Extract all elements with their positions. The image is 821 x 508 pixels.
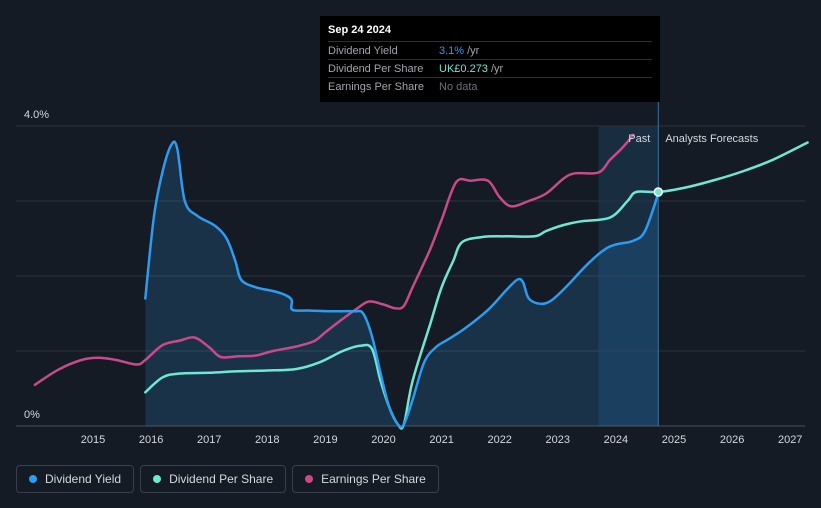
legend-label: Earnings Per Share — [321, 472, 426, 486]
dividend-yield-line[interactable] — [144, 140, 660, 429]
legend-dot-icon — [29, 475, 37, 483]
legend-label: Dividend Per Share — [169, 472, 274, 486]
tooltip: Sep 24 2024 Dividend Yield 3.1% /yr Divi… — [320, 16, 660, 102]
legend: Dividend Yield Dividend Per Share Earnin… — [16, 465, 439, 493]
grid-lines — [16, 125, 805, 427]
tooltip-date: Sep 24 2024 — [328, 24, 391, 36]
x-tick-label: 2027 — [778, 434, 802, 446]
tooltip-value: 3.1% — [439, 44, 465, 57]
tooltip-value: UK£0.273 — [439, 62, 488, 75]
today-marker-dot[interactable] — [653, 187, 664, 197]
x-tick-label: 2022 — [487, 434, 511, 446]
tooltip-label: Dividend Per Share — [328, 62, 424, 75]
x-tick-label: 2026 — [720, 434, 744, 446]
x-axis-ticks: 2015 2016 2017 2018 2019 2020 2021 2022 2023 2024… — [81, 434, 803, 446]
x-tick-label: 2017 — [197, 434, 221, 446]
tooltip-label: Dividend Yield — [328, 44, 398, 57]
legend-item-dividend-per-share[interactable]: Dividend Per Share — [140, 465, 287, 493]
x-tick-label: 2021 — [429, 434, 453, 446]
dividend-per-share-line[interactable] — [144, 141, 809, 430]
legend-label: Dividend Yield — [45, 472, 122, 486]
x-tick-label: 2015 — [81, 434, 105, 446]
earnings-per-share-line[interactable] — [33, 133, 635, 387]
tooltip-label: Earnings Per Share — [328, 80, 424, 93]
tooltip-unit: /yr — [490, 62, 504, 75]
chart-canvas: 4.0% 0% Past Analysts Forecasts 2015 2016… — [16, 102, 809, 446]
x-tick-label: 2024 — [604, 434, 628, 446]
tooltip-unit: /yr — [467, 44, 480, 57]
legend-item-dividend-yield[interactable]: Dividend Yield — [16, 465, 135, 493]
x-tick-label: 2020 — [371, 434, 395, 446]
x-tick-label: 2018 — [255, 434, 279, 446]
tooltip-row-earnings-per-share: Earnings Per Share No data — [328, 77, 652, 95]
tooltip-row-dividend-per-share: Dividend Per Share UK£0.273 /yr — [328, 59, 652, 77]
past-label: Past — [628, 133, 650, 145]
y-tick-label-bottom: 0% — [24, 409, 40, 421]
dividend-yield-area — [145, 141, 659, 428]
legend-item-earnings-per-share[interactable]: Earnings Per Share — [292, 465, 439, 493]
tooltip-row-dividend-yield: Dividend Yield 3.1% /yr — [328, 41, 652, 59]
x-tick-label: 2019 — [313, 434, 337, 446]
x-tick-label: 2016 — [139, 434, 163, 446]
x-tick-label: 2025 — [662, 434, 686, 446]
legend-dot-icon — [305, 475, 314, 483]
x-tick-label: 2023 — [546, 434, 570, 446]
legend-dot-icon — [153, 475, 162, 483]
forecast-label: Analysts Forecasts — [665, 133, 758, 145]
y-tick-label-top: 4.0% — [24, 109, 49, 121]
tooltip-value: No data — [439, 80, 478, 93]
